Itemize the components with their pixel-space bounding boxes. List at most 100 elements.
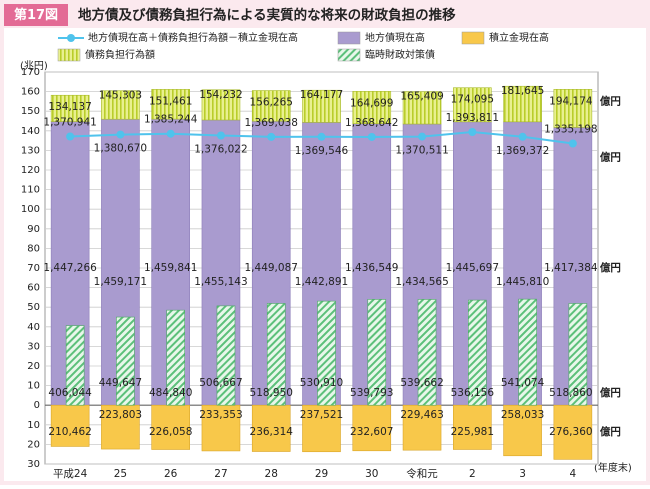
y-tick-label: 90 xyxy=(27,224,40,235)
data-label: 1,369,038 xyxy=(245,117,298,129)
data-label: 1,459,171 xyxy=(94,276,147,288)
bar xyxy=(553,89,593,128)
data-label: 530,910 xyxy=(300,377,343,389)
line-marker xyxy=(317,132,326,141)
bar xyxy=(302,89,341,123)
legend-swatch xyxy=(337,48,361,62)
figure-badge xyxy=(4,4,68,26)
bar xyxy=(251,404,291,452)
data-label: 1,442,891 xyxy=(295,276,348,288)
legend-label: 債務負担行為額 xyxy=(85,48,155,61)
line-marker xyxy=(166,129,175,138)
data-label: 134,137 xyxy=(48,101,91,113)
line-marker xyxy=(116,130,125,139)
data-label: 1,445,697 xyxy=(446,262,499,274)
data-label: 223,803 xyxy=(99,409,142,421)
line-marker xyxy=(216,131,225,140)
y-tick-label: 130 xyxy=(21,145,40,156)
bar xyxy=(352,91,392,124)
bar xyxy=(402,91,442,125)
line-marker xyxy=(518,132,527,141)
bar xyxy=(151,89,190,120)
x-tick-label: 令和元 xyxy=(406,467,438,480)
y-tick-label: 10 xyxy=(27,381,40,392)
y-tick-label: 140 xyxy=(21,126,40,137)
bar xyxy=(101,90,140,120)
data-label: 233,353 xyxy=(199,409,242,421)
data-label: 449,647 xyxy=(99,377,142,389)
legend-swatch xyxy=(461,31,485,45)
y-tick-label: 20 xyxy=(27,439,40,450)
figure-label: 第17図 xyxy=(14,7,58,23)
chart-title: 地方債及び債務負担行為による実質的な将来の財政負担の推移 xyxy=(78,7,456,24)
data-label: 164,177 xyxy=(300,89,343,101)
bar xyxy=(367,299,387,406)
x-tick-label: 28 xyxy=(265,468,278,480)
y-tick-label: 170 xyxy=(21,67,40,78)
y-tick-label: 70 xyxy=(27,263,40,274)
data-label: 165,409 xyxy=(400,91,443,103)
unit-label: 億円 xyxy=(600,386,621,399)
data-label: 484,840 xyxy=(149,387,192,399)
bar xyxy=(568,303,588,406)
bar xyxy=(216,305,236,406)
bar xyxy=(302,404,341,453)
x-tick-label: 4 xyxy=(570,468,577,480)
bar xyxy=(65,325,85,406)
data-label: 145,303 xyxy=(99,90,142,102)
y-tick-label: 120 xyxy=(21,165,40,176)
bar xyxy=(518,298,537,406)
data-label: 1,385,244 xyxy=(144,114,198,126)
data-label: 518,950 xyxy=(250,387,293,399)
y-tick-label: 50 xyxy=(27,302,40,313)
data-label: 1,335,198 xyxy=(544,124,597,136)
x-axis-label: (年度末) xyxy=(594,461,632,474)
y-tick-label: 100 xyxy=(21,204,40,215)
bar xyxy=(417,299,437,406)
y-axis-label: (兆円) xyxy=(20,60,48,72)
unit-label: 億円 xyxy=(600,94,621,107)
legend-swatch xyxy=(57,48,81,62)
data-label: 1,449,087 xyxy=(245,262,298,274)
bar xyxy=(402,404,442,451)
bar xyxy=(553,404,593,460)
y-tick-label: 40 xyxy=(27,322,40,333)
data-label: 154,232 xyxy=(199,89,242,101)
data-label: 164,699 xyxy=(350,97,393,109)
x-tick-label: 26 xyxy=(164,468,178,480)
data-label: 1,455,143 xyxy=(194,276,247,288)
data-label: 226,058 xyxy=(149,426,192,438)
x-tick-label: 平成24 xyxy=(53,468,88,480)
data-label: 181,645 xyxy=(501,85,544,97)
x-tick-label: 30 xyxy=(365,468,378,480)
data-label: 174,095 xyxy=(451,94,494,106)
y-tick-label: 150 xyxy=(21,106,40,117)
bar xyxy=(503,404,542,457)
y-tick-label: 30 xyxy=(27,341,40,352)
y-tick-label: 60 xyxy=(27,283,40,294)
data-label: 541,074 xyxy=(501,377,545,389)
y-tick-label: 30 xyxy=(27,459,40,470)
data-label: 1,445,810 xyxy=(496,276,549,288)
data-label: 229,463 xyxy=(400,409,443,421)
legend-swatch xyxy=(67,34,75,42)
line-marker xyxy=(418,132,427,141)
data-label: 236,314 xyxy=(250,426,294,438)
data-label: 276,360 xyxy=(549,426,592,438)
line-marker xyxy=(568,139,577,148)
bar xyxy=(101,404,140,450)
data-label: 518,860 xyxy=(549,387,592,399)
data-label: 1,368,642 xyxy=(345,117,398,129)
bar xyxy=(453,404,492,450)
data-label: 1,369,546 xyxy=(295,145,349,157)
data-label: 506,667 xyxy=(199,377,242,389)
data-label: 1,459,841 xyxy=(144,262,197,274)
line-marker xyxy=(468,128,477,137)
data-label: 1,376,022 xyxy=(194,143,247,155)
data-label: 539,662 xyxy=(400,377,443,389)
bar xyxy=(266,303,286,406)
bar xyxy=(50,94,90,122)
bar xyxy=(453,87,492,123)
legend-label: 地方債現在高 xyxy=(365,31,425,44)
bar xyxy=(116,316,135,406)
